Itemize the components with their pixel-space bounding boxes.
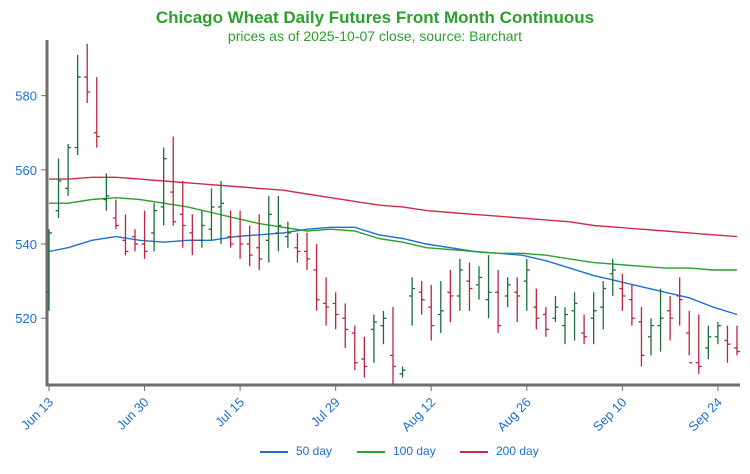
legend-swatch-200-day: [460, 450, 488, 453]
legend-item-200-day: 200 day: [460, 444, 539, 458]
legend-swatch-50-day: [260, 450, 288, 453]
chart-subtitle: prices as of 2025-10-07 close, source: B…: [227, 28, 523, 44]
legend-label-200-day: 200 day: [496, 444, 539, 458]
x-tick-label: Sep 24: [685, 395, 725, 435]
x-tick-label: Aug 12: [399, 395, 439, 435]
chart-title: Chicago Wheat Daily Futures Front Month …: [155, 8, 595, 27]
series-line-200-day: [49, 176, 738, 238]
y-tick-label: 560: [15, 163, 37, 178]
y-tick-label: 520: [15, 311, 37, 326]
x-tick-label: Sep 10: [590, 395, 630, 435]
x-tick-label: Jul 29: [308, 395, 343, 430]
legend-swatch-100-day: [357, 450, 385, 453]
series-line-50-day: [48, 226, 738, 316]
legend-label-100-day: 100 day: [393, 444, 436, 458]
y-tick-label: 540: [15, 237, 37, 252]
x-tick-label: Jul 15: [212, 395, 247, 430]
legend-item-100-day: 100 day: [357, 444, 436, 458]
x-tick-label: Aug 26: [494, 395, 534, 435]
y-tick-label: 580: [15, 89, 37, 104]
x-tick-label: Jun 30: [113, 395, 151, 433]
legend-item-50-day: 50 day: [260, 444, 332, 458]
chart-legend: 50 day 100 day 200 day: [0, 444, 750, 462]
series-line-100-day: [49, 196, 737, 271]
legend-label-50-day: 50 day: [296, 444, 333, 458]
x-tick-label: Jun 13: [18, 395, 56, 433]
